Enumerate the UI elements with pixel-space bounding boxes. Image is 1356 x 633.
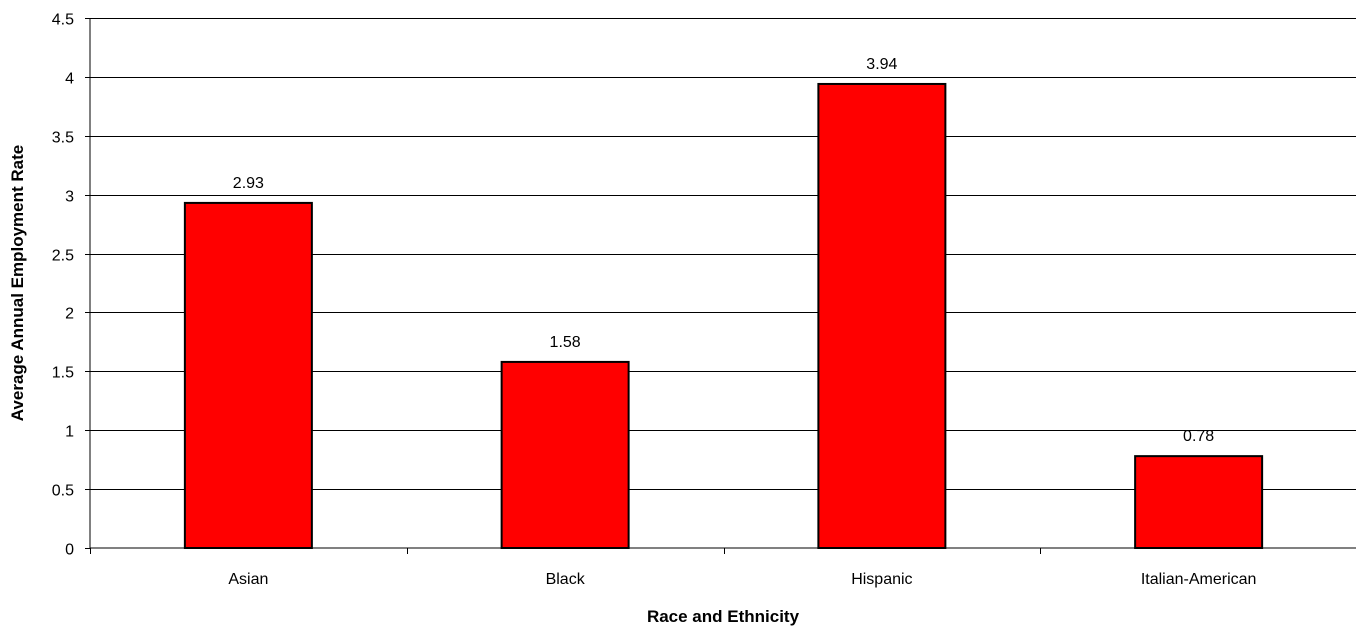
axes — [89, 18, 1356, 549]
bar-hispanic — [817, 82, 947, 549]
data-label: 2.93 — [233, 175, 264, 192]
y-tick-label: 4 — [65, 71, 74, 88]
y-tick-label: 0.5 — [52, 483, 74, 500]
data-labels: 2.93 1.58 3.94 0.78 — [233, 56, 1214, 445]
data-label: 3.94 — [866, 56, 897, 73]
data-label: 1.58 — [550, 334, 581, 351]
y-tick-label: 0 — [65, 542, 74, 559]
data-label: 0.78 — [1183, 428, 1214, 445]
y-tick-label: 1 — [65, 424, 74, 441]
y-tick-label: 2.5 — [52, 248, 74, 265]
y-tick-label: 3 — [65, 189, 74, 206]
bars — [183, 82, 1264, 550]
x-tick-label: Italian-American — [1141, 571, 1257, 588]
bar-asian — [183, 201, 313, 550]
x-tick-labels: Asian Black Hispanic Italian-American — [90, 548, 1257, 588]
x-tick-label: Black — [546, 571, 586, 588]
y-tick-labels: 0 0.5 1 1.5 2 2.5 3 3.5 4 4.5 — [52, 12, 90, 559]
y-tick-label: 2 — [65, 306, 74, 323]
x-axis-title: Race and Ethnicity — [647, 607, 800, 626]
x-tick-label: Hispanic — [851, 571, 912, 588]
bar-black — [500, 360, 630, 549]
y-tick-label: 3.5 — [52, 130, 74, 147]
x-tick-label: Asian — [228, 571, 268, 588]
y-tick-label: 1.5 — [52, 365, 74, 382]
y-tick-label: 4.5 — [52, 12, 74, 29]
bar-italian-american — [1134, 455, 1264, 549]
y-axis-title: Average Annual Employment Rate — [8, 145, 27, 421]
